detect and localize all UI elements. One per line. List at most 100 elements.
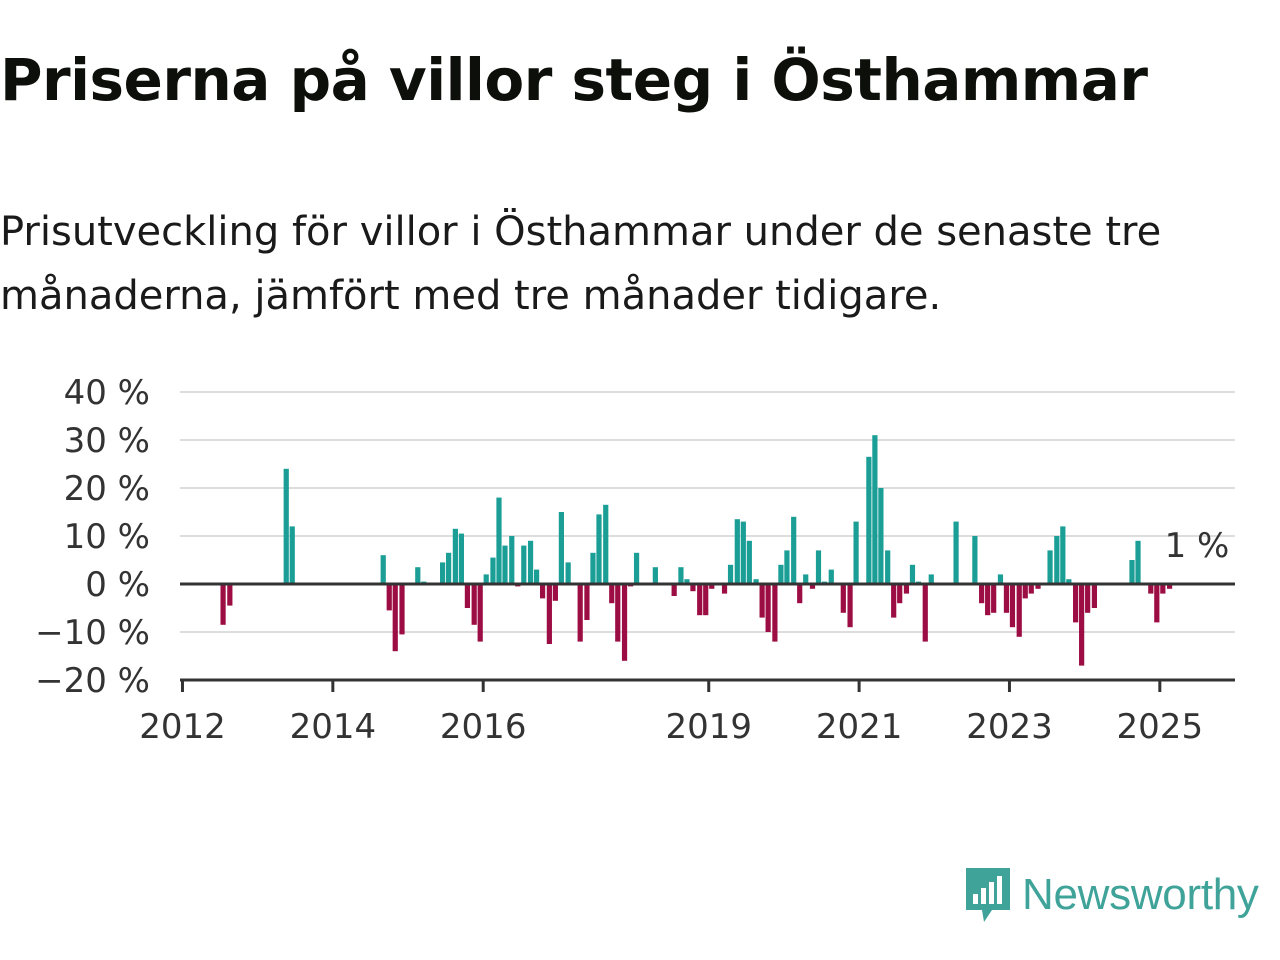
bar [1066, 579, 1072, 584]
bar [386, 584, 392, 611]
bar [1091, 584, 1098, 608]
bar [220, 584, 226, 625]
bar [803, 574, 809, 584]
bar [496, 497, 502, 584]
bar [440, 562, 446, 584]
bar [721, 584, 728, 594]
bar [399, 584, 405, 635]
bar [558, 512, 564, 584]
bar [1003, 584, 1010, 613]
y-grid [180, 391, 1235, 681]
bar [1016, 584, 1022, 637]
bar [759, 584, 765, 618]
bar [446, 552, 452, 584]
x-tick-label: 2014 [290, 707, 377, 747]
bar [415, 567, 421, 584]
x-tick-label: 2021 [816, 707, 903, 747]
bar [671, 584, 677, 596]
bar [552, 584, 558, 601]
bar [791, 516, 797, 584]
newsworthy-logo-icon [966, 868, 1010, 922]
x-axis-ticks: 2012 2014 2016 2019 2021 2023 2025 [139, 680, 1203, 747]
bar [392, 584, 398, 652]
bar [972, 536, 978, 584]
bar [903, 584, 910, 594]
bar [953, 521, 959, 584]
y-tick-label: −10 % [35, 613, 150, 653]
bars [220, 435, 1173, 666]
y-tick-label: 30 % [64, 421, 150, 461]
bar [866, 456, 872, 584]
bar [922, 584, 928, 642]
bar [690, 584, 696, 592]
bar [847, 584, 853, 628]
bar [1073, 584, 1079, 623]
bar [227, 584, 233, 606]
newsworthy-logo[interactable]: Newsworthy [962, 864, 1259, 926]
bar [765, 584, 771, 632]
bar [289, 526, 295, 584]
bar [477, 584, 483, 642]
bar [533, 569, 540, 584]
bar [509, 536, 515, 584]
last-value-annotation: 1 % [1165, 526, 1230, 566]
bar [283, 468, 289, 584]
bar [1154, 584, 1160, 623]
bar [1022, 584, 1028, 599]
bar [502, 545, 508, 584]
y-tick-label: 40 % [64, 373, 150, 413]
page-subtitle: Prisutveckling för villor i Östhammar un… [0, 209, 1162, 319]
bar [697, 584, 703, 616]
x-tick-label: 2023 [966, 707, 1053, 747]
bar [539, 584, 546, 599]
bar [872, 435, 878, 584]
bar [991, 584, 997, 613]
bar [1028, 584, 1034, 594]
bar [891, 584, 897, 618]
bar [734, 519, 740, 584]
x-tick-label: 2025 [1117, 707, 1204, 747]
bar [490, 557, 496, 584]
bar [709, 584, 715, 589]
bar [797, 584, 803, 604]
bar [703, 584, 709, 616]
bar [878, 488, 884, 584]
bar [565, 562, 571, 584]
y-axis-labels: 40 % 30 % 20 % 10 % 0 % −10 % −20 % [35, 373, 150, 701]
bar [471, 584, 477, 625]
bar [633, 552, 640, 584]
bar [1054, 536, 1060, 584]
bar [828, 569, 834, 584]
bar [985, 584, 991, 616]
price-change-bar-chart: 40 %30 %20 %10 %0 %−10 %−20 % 2012 2014 20… [35, 373, 1235, 747]
bar [1085, 584, 1091, 613]
bar [1129, 560, 1135, 584]
bar [740, 521, 746, 584]
bar [483, 574, 489, 584]
bar [458, 533, 464, 584]
bar [909, 564, 916, 584]
bar [464, 584, 471, 608]
x-tick-label: 2012 [139, 707, 226, 747]
bar [527, 540, 534, 584]
bar [584, 584, 590, 620]
y-tick-label: −20 % [35, 661, 150, 701]
bar [380, 555, 386, 584]
bar [997, 574, 1004, 584]
bar [621, 584, 628, 661]
bar [746, 540, 752, 584]
x-tick-label: 2019 [665, 707, 752, 747]
bar [1160, 584, 1166, 594]
bar [590, 552, 596, 584]
bar [603, 504, 609, 584]
bar [727, 564, 734, 584]
bar [753, 579, 759, 584]
bar [1047, 550, 1053, 584]
bar [684, 579, 690, 584]
bar [1035, 584, 1041, 589]
bar [897, 584, 903, 604]
bar [452, 528, 458, 584]
bar [1166, 584, 1173, 589]
x-tick-label: 2016 [440, 707, 527, 747]
bar [772, 584, 778, 642]
